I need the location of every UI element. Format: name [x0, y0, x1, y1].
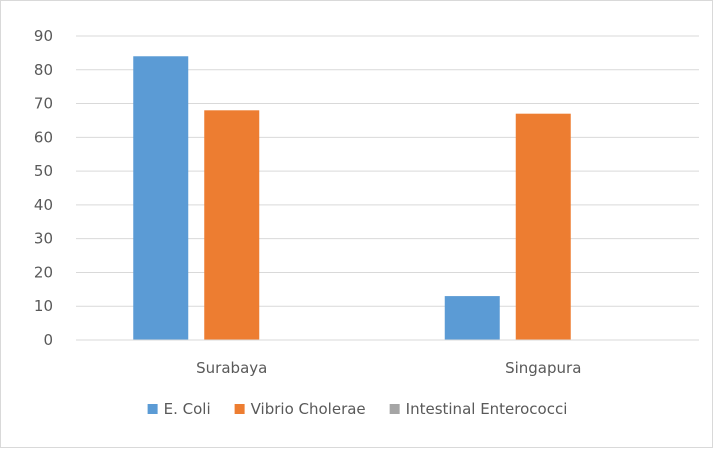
y-tick-label: 0 [43, 331, 53, 349]
y-tick-label: 10 [34, 297, 53, 315]
legend-item: Vibrio Cholerae [234, 400, 366, 418]
y-tick-label: 70 [34, 95, 53, 113]
bar [204, 110, 260, 340]
x-axis-categories: Surabaya Singapura [196, 359, 581, 377]
y-tick-label: 50 [34, 162, 53, 180]
bar [515, 113, 571, 340]
legend: E. Coli Vibrio Cholerae Intestinal Enteroc… [147, 400, 568, 418]
y-tick-label: 60 [34, 128, 53, 146]
y-axis-ticks: 0 10 20 30 40 50 60 70 80 90 [34, 27, 53, 349]
bars [133, 56, 571, 341]
y-tick-label: 80 [34, 61, 53, 79]
y-tick-label: 30 [34, 230, 53, 248]
y-tick-label: 40 [34, 196, 53, 214]
legend-swatch [389, 404, 400, 414]
y-tick-label: 20 [34, 263, 53, 281]
y-tick-label: 90 [34, 27, 53, 45]
legend-swatch [234, 404, 245, 414]
legend-item: E. Coli [147, 400, 211, 418]
bar [444, 296, 500, 340]
legend-label: E. Coli [164, 400, 211, 418]
legend-label: Intestinal Enterococci [406, 400, 568, 418]
legend-swatch [147, 404, 158, 414]
legend-label: Vibrio Cholerae [251, 400, 366, 418]
legend-item: Intestinal Enterococci [389, 400, 568, 418]
bar [133, 56, 189, 341]
x-category-label: Singapura [505, 359, 581, 377]
x-category-label: Surabaya [196, 359, 267, 377]
